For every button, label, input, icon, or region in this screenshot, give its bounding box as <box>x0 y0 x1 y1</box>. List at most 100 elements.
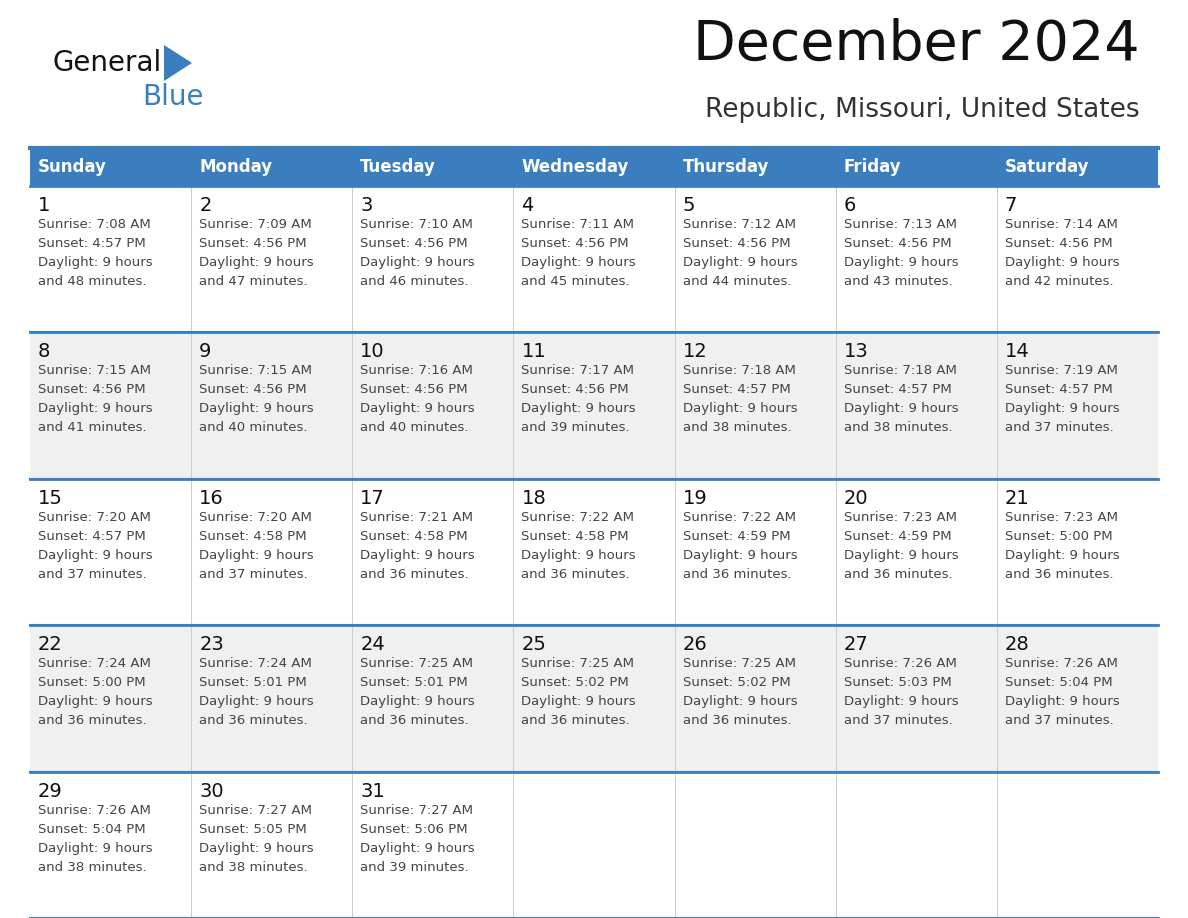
Text: Sunrise: 7:17 AM: Sunrise: 7:17 AM <box>522 364 634 377</box>
Text: Sunset: 4:57 PM: Sunset: 4:57 PM <box>1005 384 1113 397</box>
Text: Wednesday: Wednesday <box>522 158 628 176</box>
Text: 17: 17 <box>360 488 385 508</box>
Text: 9: 9 <box>200 342 211 362</box>
Text: 30: 30 <box>200 781 223 800</box>
Text: 14: 14 <box>1005 342 1030 362</box>
Text: Sunset: 4:59 PM: Sunset: 4:59 PM <box>843 530 952 543</box>
Text: Sunset: 4:57 PM: Sunset: 4:57 PM <box>38 237 146 250</box>
Bar <box>30 479 1158 625</box>
Text: Sunrise: 7:16 AM: Sunrise: 7:16 AM <box>360 364 473 377</box>
Text: Sunrise: 7:24 AM: Sunrise: 7:24 AM <box>38 657 151 670</box>
Text: Tuesday: Tuesday <box>360 158 436 176</box>
Text: 22: 22 <box>38 635 63 655</box>
Text: Sunrise: 7:25 AM: Sunrise: 7:25 AM <box>360 657 473 670</box>
Text: Daylight: 9 hours: Daylight: 9 hours <box>200 695 314 708</box>
Text: Sunrise: 7:18 AM: Sunrise: 7:18 AM <box>683 364 796 377</box>
Text: Daylight: 9 hours: Daylight: 9 hours <box>843 256 959 269</box>
Text: and 44 minutes.: and 44 minutes. <box>683 275 791 288</box>
Text: Sunset: 5:01 PM: Sunset: 5:01 PM <box>360 677 468 689</box>
Bar <box>30 625 1158 772</box>
Text: 8: 8 <box>38 342 50 362</box>
Text: 23: 23 <box>200 635 223 655</box>
Text: Sunrise: 7:14 AM: Sunrise: 7:14 AM <box>1005 218 1118 231</box>
Text: Sunset: 4:58 PM: Sunset: 4:58 PM <box>200 530 307 543</box>
Text: Daylight: 9 hours: Daylight: 9 hours <box>38 402 152 416</box>
Text: Daylight: 9 hours: Daylight: 9 hours <box>200 549 314 562</box>
Text: and 36 minutes.: and 36 minutes. <box>360 568 469 581</box>
Text: Sunset: 4:57 PM: Sunset: 4:57 PM <box>683 384 790 397</box>
Text: Daylight: 9 hours: Daylight: 9 hours <box>1005 256 1119 269</box>
Text: Sunrise: 7:21 AM: Sunrise: 7:21 AM <box>360 510 473 524</box>
Bar <box>30 772 1158 918</box>
Text: 3: 3 <box>360 196 373 215</box>
Text: Sunrise: 7:22 AM: Sunrise: 7:22 AM <box>683 510 796 524</box>
Text: Daylight: 9 hours: Daylight: 9 hours <box>38 256 152 269</box>
Bar <box>30 332 1158 479</box>
Text: Daylight: 9 hours: Daylight: 9 hours <box>843 695 959 708</box>
Text: Sunset: 5:02 PM: Sunset: 5:02 PM <box>683 677 790 689</box>
Text: Sunset: 4:56 PM: Sunset: 4:56 PM <box>522 384 630 397</box>
Text: 21: 21 <box>1005 488 1030 508</box>
Text: 4: 4 <box>522 196 533 215</box>
Text: Sunrise: 7:19 AM: Sunrise: 7:19 AM <box>1005 364 1118 377</box>
Text: Sunrise: 7:22 AM: Sunrise: 7:22 AM <box>522 510 634 524</box>
Text: and 38 minutes.: and 38 minutes. <box>38 860 146 874</box>
Text: 16: 16 <box>200 488 223 508</box>
Text: Sunset: 5:00 PM: Sunset: 5:00 PM <box>38 677 146 689</box>
Text: and 37 minutes.: and 37 minutes. <box>1005 421 1113 434</box>
Text: 24: 24 <box>360 635 385 655</box>
Text: Sunrise: 7:23 AM: Sunrise: 7:23 AM <box>843 510 956 524</box>
Text: Daylight: 9 hours: Daylight: 9 hours <box>360 402 475 416</box>
Text: 27: 27 <box>843 635 868 655</box>
Text: and 43 minutes.: and 43 minutes. <box>843 275 953 288</box>
Text: Daylight: 9 hours: Daylight: 9 hours <box>843 549 959 562</box>
Text: 19: 19 <box>683 488 707 508</box>
Text: Daylight: 9 hours: Daylight: 9 hours <box>1005 402 1119 416</box>
Text: 20: 20 <box>843 488 868 508</box>
Text: Sunset: 5:04 PM: Sunset: 5:04 PM <box>1005 677 1112 689</box>
Text: Sunrise: 7:27 AM: Sunrise: 7:27 AM <box>200 803 312 817</box>
Text: Monday: Monday <box>200 158 272 176</box>
Text: and 36 minutes.: and 36 minutes. <box>522 568 630 581</box>
Text: 26: 26 <box>683 635 707 655</box>
Text: Blue: Blue <box>143 83 203 111</box>
Text: Daylight: 9 hours: Daylight: 9 hours <box>200 402 314 416</box>
Text: Sunrise: 7:24 AM: Sunrise: 7:24 AM <box>200 657 312 670</box>
Text: and 38 minutes.: and 38 minutes. <box>843 421 953 434</box>
Text: 10: 10 <box>360 342 385 362</box>
Text: Sunset: 5:03 PM: Sunset: 5:03 PM <box>843 677 952 689</box>
Text: Sunrise: 7:15 AM: Sunrise: 7:15 AM <box>38 364 151 377</box>
Text: Sunset: 4:58 PM: Sunset: 4:58 PM <box>360 530 468 543</box>
Text: Daylight: 9 hours: Daylight: 9 hours <box>360 549 475 562</box>
Text: 31: 31 <box>360 781 385 800</box>
Text: December 2024: December 2024 <box>694 18 1140 72</box>
Text: and 48 minutes.: and 48 minutes. <box>38 275 146 288</box>
Text: Sunset: 5:02 PM: Sunset: 5:02 PM <box>522 677 630 689</box>
Text: and 38 minutes.: and 38 minutes. <box>683 421 791 434</box>
Text: Sunset: 5:01 PM: Sunset: 5:01 PM <box>200 677 307 689</box>
Text: Sunrise: 7:25 AM: Sunrise: 7:25 AM <box>522 657 634 670</box>
Text: 1: 1 <box>38 196 50 215</box>
Text: 29: 29 <box>38 781 63 800</box>
Text: and 37 minutes.: and 37 minutes. <box>38 568 147 581</box>
Text: Sunset: 4:56 PM: Sunset: 4:56 PM <box>200 384 307 397</box>
Text: and 36 minutes.: and 36 minutes. <box>38 714 146 727</box>
Text: Daylight: 9 hours: Daylight: 9 hours <box>200 256 314 269</box>
Text: Sunrise: 7:26 AM: Sunrise: 7:26 AM <box>843 657 956 670</box>
Text: Daylight: 9 hours: Daylight: 9 hours <box>843 402 959 416</box>
Text: and 36 minutes.: and 36 minutes. <box>522 714 630 727</box>
Text: 13: 13 <box>843 342 868 362</box>
Text: and 40 minutes.: and 40 minutes. <box>360 421 469 434</box>
Text: Daylight: 9 hours: Daylight: 9 hours <box>522 256 636 269</box>
Text: Sunday: Sunday <box>38 158 107 176</box>
Text: and 36 minutes.: and 36 minutes. <box>200 714 308 727</box>
Text: Thursday: Thursday <box>683 158 769 176</box>
Text: Daylight: 9 hours: Daylight: 9 hours <box>38 695 152 708</box>
Text: 28: 28 <box>1005 635 1030 655</box>
Text: Sunset: 4:57 PM: Sunset: 4:57 PM <box>843 384 952 397</box>
Text: Sunset: 5:06 PM: Sunset: 5:06 PM <box>360 823 468 835</box>
Text: Sunset: 5:05 PM: Sunset: 5:05 PM <box>200 823 307 835</box>
Text: 12: 12 <box>683 342 707 362</box>
Text: 25: 25 <box>522 635 546 655</box>
Text: 5: 5 <box>683 196 695 215</box>
